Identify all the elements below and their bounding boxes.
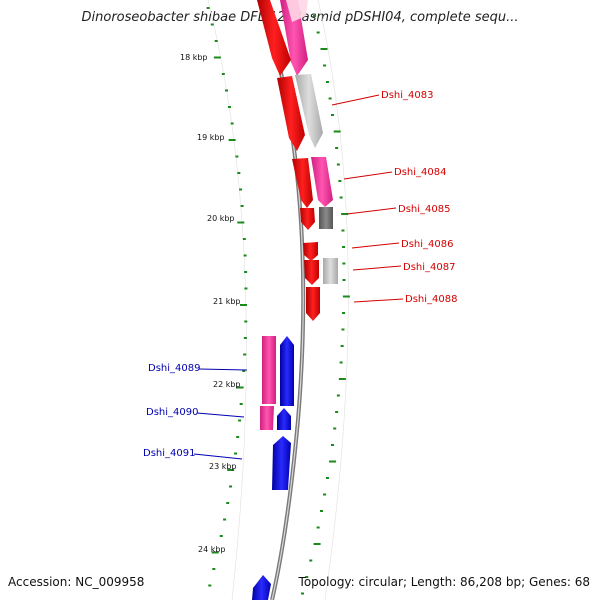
cds-feature-pink-faded[interactable] [286,0,308,22]
gene-feature-red[interactable] [257,0,291,76]
gene-feature-blue[interactable] [252,575,271,600]
ruler-label: 19 kbp [197,133,225,142]
gene-feature-red[interactable] [277,76,305,151]
gene-label[interactable]: Dshi_4084 [394,167,446,178]
gene-feature-red[interactable] [300,208,315,230]
topology-summary: Topology: circular; Length: 86,208 bp; G… [298,575,590,589]
cds-feature-dark-gray[interactable] [319,207,333,229]
ruler-ticks-left [206,7,248,587]
leader-line [198,368,248,371]
ruler-label: 24 kbp [198,545,226,554]
gene-feature-red[interactable] [292,158,313,208]
leader-line [331,94,380,106]
cds-feature-pink[interactable] [260,406,274,430]
gene-label[interactable]: Dshi_4090 [146,407,198,418]
features-bottom [252,336,294,600]
gene-feature-blue[interactable] [280,336,294,406]
cds-feature-gray[interactable] [323,258,338,284]
gene-feature-red[interactable] [306,287,320,321]
gene-label[interactable]: Dshi_4085 [398,204,450,215]
ruler-label: 18 kbp [180,53,208,62]
leader-line [352,265,402,271]
outer-arc-left [207,0,247,600]
cds-feature-pink[interactable] [280,0,308,76]
cds-feature-pink[interactable] [311,157,333,207]
gene-label[interactable]: Dshi_4091 [143,448,195,459]
gene-label[interactable]: Dshi_4083 [381,90,433,101]
gene-label[interactable]: Dshi_4087 [403,262,455,273]
gene-label[interactable]: Dshi_4089 [148,363,200,374]
cds-feature-gray[interactable] [295,74,323,148]
ruler-label: 20 kbp [207,214,235,223]
leader-line [193,453,243,460]
gene-label[interactable]: Dshi_4086 [401,239,453,250]
ruler-ticks-right [301,15,350,595]
gene-label[interactable]: Dshi_4088 [405,294,457,305]
gene-labels-left: Dshi_4089 Dshi_4090 Dshi_4091 [143,363,248,460]
ruler-label: 21 kbp [213,297,241,306]
accession-label: Accession: NC_009958 [8,575,145,589]
leader-line [196,412,245,418]
ruler-label: 23 kbp [209,462,237,471]
gene-feature-blue[interactable] [272,436,291,490]
cds-feature-pink[interactable] [262,336,276,404]
leader-line [351,242,400,249]
ruler-label: 22 kbp [213,380,241,389]
outer-arc-right [317,0,349,600]
ruler-labels: 18 kbp 19 kbp 20 kbp 21 kbp 22 kbp 23 kb… [180,53,241,554]
gene-feature-red[interactable] [304,260,319,285]
leader-line [343,171,393,180]
leader-line [353,298,404,303]
leader-line [346,207,397,215]
gene-feature-red[interactable] [303,242,318,261]
gene-feature-blue[interactable] [277,408,291,430]
features-top [257,0,338,321]
gene-labels-right: Dshi_4083 Dshi_4084 Dshi_4085 Dshi_4086 … [331,90,457,305]
